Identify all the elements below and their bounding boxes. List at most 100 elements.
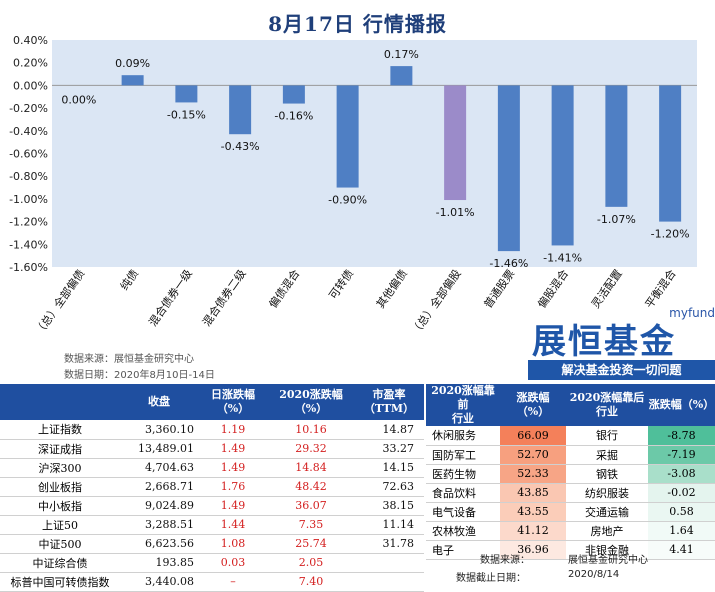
index-pe: 14.87 bbox=[354, 420, 424, 439]
header-top-industry: 2020涨幅靠前 行业 bbox=[426, 384, 500, 426]
brand-slogan: 解决基金投资一切问题 bbox=[528, 360, 715, 380]
top-industry-change: 52.70 bbox=[500, 445, 566, 464]
index-pe: 33.27 bbox=[354, 439, 424, 458]
index-name: 深证成指 bbox=[0, 439, 120, 458]
footer-source-label: 数据来源： bbox=[480, 551, 530, 566]
y-tick-label: -1.60% bbox=[9, 261, 48, 274]
bar bbox=[659, 85, 681, 221]
top-industry-name: 医药生物 bbox=[426, 464, 500, 483]
index-day-change: 1.44 bbox=[198, 515, 268, 534]
index-pe bbox=[354, 572, 424, 591]
y-tick-label: 0.20% bbox=[13, 57, 48, 70]
index-ytd-change: 2.05 bbox=[268, 553, 354, 572]
bar bbox=[605, 85, 627, 206]
bottom-industry-name: 钢铁 bbox=[566, 464, 648, 483]
index-pe: 31.78 bbox=[354, 534, 424, 553]
header-pe: 市盈率 （TTM） bbox=[354, 384, 424, 420]
industry-table: 2020涨幅靠前 行业 涨跌幅 （%） 2020涨幅靠后 行业 涨跌幅（%） 休… bbox=[426, 384, 715, 560]
x-tick-label: （总）全部偏债 bbox=[32, 267, 88, 338]
header-top-change-text: 涨跌幅 （%） bbox=[517, 391, 550, 418]
top-industry-change: 43.55 bbox=[500, 502, 566, 521]
index-close: 3,288.51 bbox=[120, 515, 198, 534]
data-label: -1.20% bbox=[651, 228, 690, 241]
index-day-change: 1.19 bbox=[198, 420, 268, 439]
bar bbox=[229, 85, 251, 134]
index-name: 中小板指 bbox=[0, 496, 120, 515]
bar bbox=[337, 85, 359, 187]
index-ytd-change: 48.42 bbox=[268, 477, 354, 496]
y-tick-label: -0.20% bbox=[9, 102, 48, 115]
y-tick-label: -1.00% bbox=[9, 193, 48, 206]
data-label: -0.43% bbox=[221, 140, 260, 153]
header-bottom-industry-text: 2020涨幅靠后 行业 bbox=[570, 391, 645, 418]
brand-en: myfund bbox=[669, 306, 715, 320]
industry-table-header: 2020涨幅靠前 行业 涨跌幅 （%） 2020涨幅靠后 行业 涨跌幅（%） bbox=[426, 384, 715, 426]
header-bottom-change: 涨跌幅（%） bbox=[648, 384, 715, 426]
index-day-change: – bbox=[198, 572, 268, 591]
header-pe-text: 市盈率 （TTM） bbox=[364, 388, 414, 415]
y-tick-label: -0.60% bbox=[9, 148, 48, 161]
index-close: 3,360.10 bbox=[120, 420, 198, 439]
header-ytd-text: 2020涨跌幅 （%） bbox=[279, 388, 343, 415]
table-footer: 数据来源： 展恒基金研究中心 数据截止日期： 2020/8/14 bbox=[426, 547, 715, 584]
y-tick-label: -1.20% bbox=[9, 216, 48, 229]
bottom-industry-name: 采掘 bbox=[566, 445, 648, 464]
index-name: 上证50 bbox=[0, 515, 120, 534]
index-close: 4,704.63 bbox=[120, 458, 198, 477]
header-day: 日涨跌幅 （%） bbox=[198, 384, 268, 420]
top-industry-change: 52.33 bbox=[500, 464, 566, 483]
x-tick-label: 混合债券二级 bbox=[199, 267, 248, 329]
index-name: 中证500 bbox=[0, 534, 120, 553]
x-tick-label: 平衡混合 bbox=[642, 267, 679, 311]
index-close: 193.85 bbox=[120, 553, 198, 572]
y-tick-label: 0.40% bbox=[13, 36, 48, 47]
index-pe: 11.14 bbox=[354, 515, 424, 534]
header-ytd: 2020涨跌幅 （%） bbox=[268, 384, 354, 420]
top-industry-name: 农林牧渔 bbox=[426, 521, 500, 540]
footer-source-value: 展恒基金研究中心 bbox=[568, 551, 648, 566]
data-label: 0.00% bbox=[61, 93, 96, 106]
bar bbox=[283, 85, 305, 103]
index-ytd-change: 7.35 bbox=[268, 515, 354, 534]
top-industry-name: 国防军工 bbox=[426, 445, 500, 464]
footer-date-label: 数据截止日期： bbox=[456, 569, 526, 584]
header-top-change: 涨跌幅 （%） bbox=[500, 384, 566, 426]
index-ytd-change: 10.16 bbox=[268, 420, 354, 439]
bar bbox=[122, 75, 144, 85]
index-name: 标普中国可转债指数 bbox=[0, 572, 120, 591]
data-label: -0.15% bbox=[167, 108, 206, 121]
index-close: 6,623.56 bbox=[120, 534, 198, 553]
bottom-industry-name: 房地产 bbox=[566, 521, 648, 540]
header-day-text: 日涨跌幅 （%） bbox=[211, 388, 255, 415]
index-ytd-change: 25.74 bbox=[268, 534, 354, 553]
header-close: 收盘 bbox=[120, 384, 198, 420]
top-industry-change: 66.09 bbox=[500, 426, 566, 445]
x-tick-label: 可转债 bbox=[326, 267, 356, 302]
chart-date: 数据日期：2020年8月10日-14日 bbox=[64, 366, 215, 381]
y-tick-label: -0.40% bbox=[9, 125, 48, 138]
x-tick-label: 其他偏债 bbox=[373, 267, 410, 311]
bottom-industry-name: 纺织服装 bbox=[566, 483, 648, 502]
header-bottom-industry: 2020涨幅靠后 行业 bbox=[566, 384, 648, 426]
index-day-change: 0.03 bbox=[198, 553, 268, 572]
bottom-industry-change: -7.19 bbox=[648, 445, 715, 464]
index-day-change: 1.49 bbox=[198, 439, 268, 458]
bottom-industry-name: 银行 bbox=[566, 426, 648, 445]
data-label: -1.46% bbox=[489, 257, 528, 270]
y-tick-label: -1.40% bbox=[9, 238, 48, 251]
index-name: 上证指数 bbox=[0, 420, 120, 439]
brand-logo: myfund 展恒基金 解决基金投资一切问题 bbox=[528, 306, 715, 382]
index-pe: 72.63 bbox=[354, 477, 424, 496]
bottom-industry-change: 0.58 bbox=[648, 502, 715, 521]
index-ytd-change: 14.84 bbox=[268, 458, 354, 477]
index-close: 2,668.71 bbox=[120, 477, 198, 496]
